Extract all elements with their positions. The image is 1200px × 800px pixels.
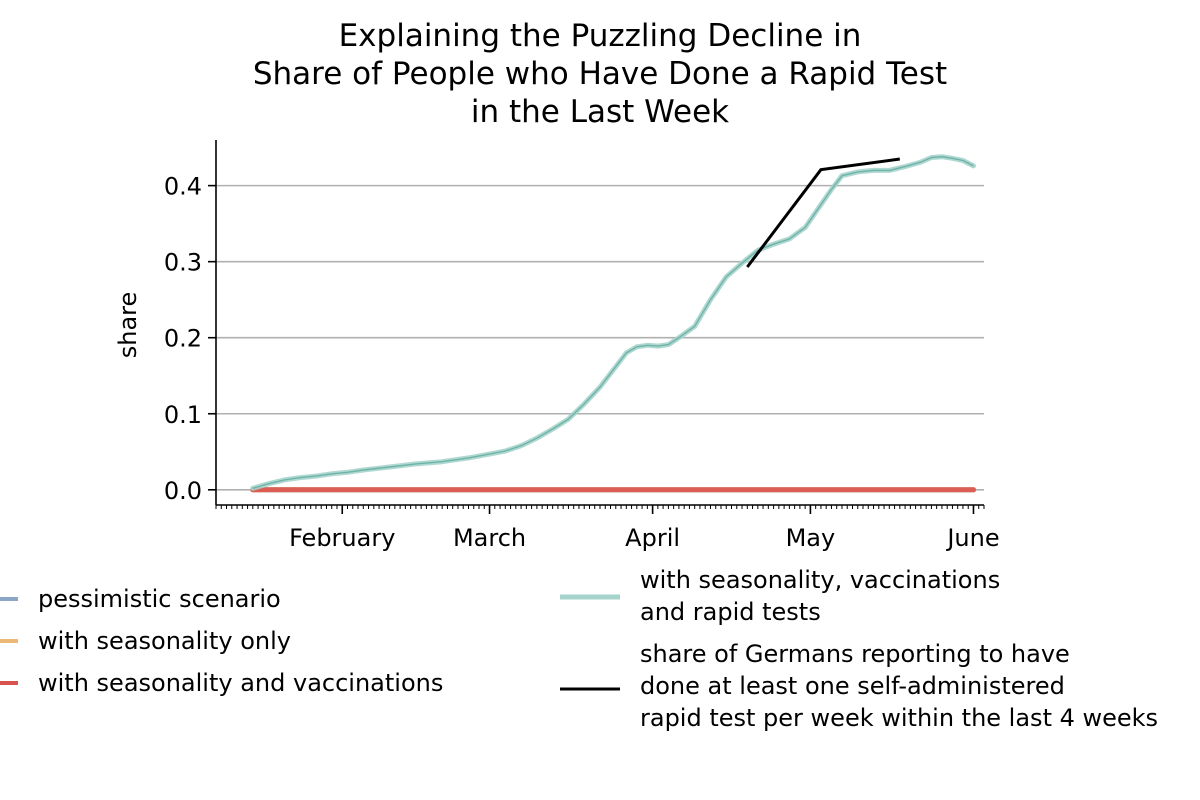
x-tick-label: February (289, 524, 395, 552)
chart-title-line: Share of People who Have Done a Rapid Te… (253, 56, 947, 92)
chart-title: Explaining the Puzzling Decline inShare … (253, 18, 947, 130)
legend-label-2: with seasonality and vaccinations (38, 669, 443, 697)
legend-label-3: with seasonality, vaccinations and rapid … (640, 566, 1000, 626)
chart-title-line: Explaining the Puzzling Decline in (339, 18, 862, 54)
series-line-4 (746, 157, 901, 268)
x-tick-label: March (453, 524, 526, 552)
y-tick-label: 0.0 (164, 477, 202, 505)
series-layer (250, 154, 976, 493)
y-tick-label: 0.2 (164, 325, 202, 353)
legend-label-0: pessimistic scenario (38, 585, 281, 613)
series-center-line-3 (252, 155, 974, 489)
x-tick-label: June (945, 524, 999, 552)
axes: 0.0 0.1 0.2 0.3 0.4 February March April May June (164, 140, 1000, 552)
y-tick-label: 0.3 (164, 249, 202, 277)
chart-title-line: in the Last Week (471, 94, 729, 130)
y-tick-label: 0.1 (164, 401, 202, 429)
y-axis-label: share (114, 292, 142, 359)
x-tick-label: May (786, 524, 836, 552)
legend-label-4: share of Germans reporting to have done a… (640, 640, 1158, 732)
legend-label-1: with seasonality only (38, 627, 291, 655)
y-tick-label: 0.4 (164, 173, 202, 201)
gridlines (216, 184, 984, 491)
series-band-3 (250, 154, 976, 491)
x-tick-label: April (625, 524, 680, 552)
legend: pessimistic scenario with seasonality onl… (0, 566, 1158, 732)
